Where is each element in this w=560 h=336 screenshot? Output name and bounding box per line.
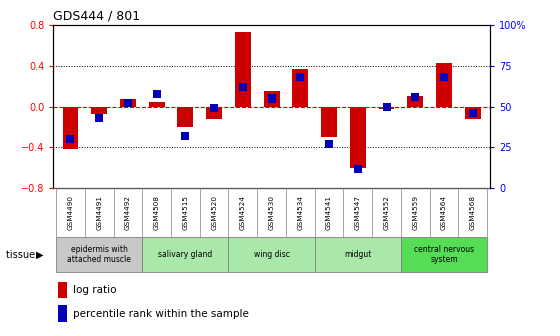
Bar (264, 91, 279, 107)
Text: GSM4534: GSM4534 (297, 196, 304, 230)
Text: GSM4524: GSM4524 (240, 196, 246, 230)
Text: GSM4515: GSM4515 (183, 196, 188, 230)
Bar (178, 107, 193, 127)
Bar (153, 90, 161, 98)
Text: epidermis with
attached muscle: epidermis with attached muscle (67, 245, 131, 264)
Text: GSM4508: GSM4508 (153, 196, 160, 230)
Text: log ratio: log ratio (73, 285, 116, 295)
Text: GSM4547: GSM4547 (355, 196, 361, 230)
Bar (379, 107, 394, 109)
Bar (235, 32, 251, 107)
Text: tissue: tissue (6, 250, 38, 259)
Bar (228, 237, 315, 272)
Bar (239, 83, 247, 91)
Bar (95, 114, 103, 122)
Text: central nervous
system: central nervous system (414, 245, 474, 264)
Text: ▶: ▶ (36, 250, 44, 259)
Bar (149, 101, 165, 107)
Bar (210, 104, 218, 112)
Bar (206, 107, 222, 119)
Text: salivary gland: salivary gland (158, 250, 212, 259)
Text: GDS444 / 801: GDS444 / 801 (53, 10, 141, 23)
Bar (63, 107, 78, 150)
Text: percentile rank within the sample: percentile rank within the sample (73, 309, 249, 319)
Bar (382, 102, 390, 111)
Bar (124, 99, 132, 108)
Text: GSM4564: GSM4564 (441, 196, 447, 230)
Bar (436, 63, 452, 107)
Bar (354, 165, 362, 173)
Text: GSM4492: GSM4492 (125, 196, 131, 230)
Bar (181, 132, 189, 140)
Bar (58, 305, 67, 322)
Bar (268, 94, 276, 102)
Bar (56, 237, 142, 272)
Text: GSM4541: GSM4541 (326, 196, 332, 230)
Text: midgut: midgut (344, 250, 371, 259)
Text: GSM4491: GSM4491 (96, 196, 102, 230)
Bar (292, 69, 308, 107)
Bar (469, 109, 477, 117)
Text: GSM4520: GSM4520 (211, 196, 217, 230)
Bar (325, 140, 333, 148)
Bar (465, 107, 480, 119)
Bar (296, 73, 305, 81)
Text: GSM4559: GSM4559 (412, 196, 418, 230)
Bar (401, 237, 487, 272)
Bar (58, 282, 67, 298)
Bar (315, 237, 401, 272)
Text: wing disc: wing disc (254, 250, 290, 259)
Bar (440, 73, 448, 81)
Bar (142, 237, 228, 272)
Text: GSM4530: GSM4530 (269, 196, 274, 230)
Text: GSM4490: GSM4490 (67, 196, 73, 230)
Bar (321, 107, 337, 137)
Text: GSM4552: GSM4552 (384, 196, 390, 230)
Bar (411, 93, 419, 101)
Bar (120, 98, 136, 107)
Text: GSM4568: GSM4568 (470, 196, 476, 230)
Bar (407, 96, 423, 107)
Bar (67, 135, 74, 143)
Bar (91, 107, 107, 114)
Bar (350, 107, 366, 168)
